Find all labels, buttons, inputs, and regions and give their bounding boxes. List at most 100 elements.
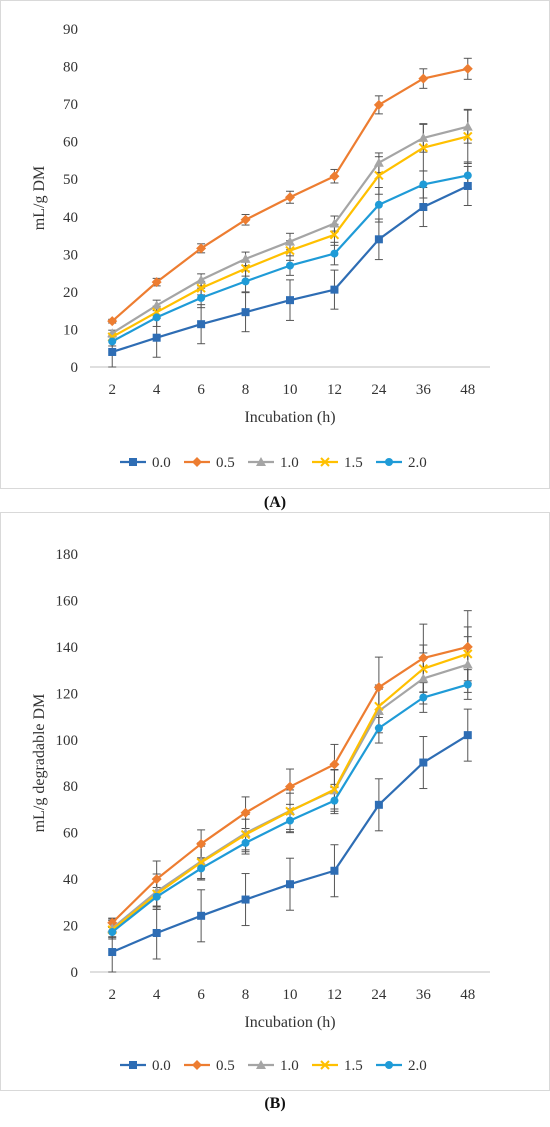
- series-2.0: [108, 680, 472, 937]
- y-tick-label: 40: [63, 210, 78, 226]
- x-tick-label: 4: [153, 382, 161, 398]
- data-point: [418, 664, 429, 674]
- x-tick-label: 8: [242, 987, 250, 1003]
- data-point: [462, 121, 473, 131]
- y-tick-label: 70: [63, 97, 78, 113]
- x-tick-label: 48: [460, 382, 475, 398]
- legend-label: 1.0: [280, 1058, 299, 1074]
- data-point: [286, 816, 294, 825]
- data-point: [285, 245, 295, 256]
- data-point: [240, 253, 251, 263]
- data-point: [463, 731, 472, 740]
- data-point: [286, 296, 294, 305]
- data-point: [418, 132, 429, 142]
- data-point: [419, 203, 428, 212]
- data-point: [108, 948, 117, 957]
- x-tick-label: 8: [242, 382, 250, 398]
- data-point: [107, 316, 118, 327]
- series-0.0: [108, 181, 472, 356]
- x-tick-label: 2: [108, 987, 116, 1003]
- data-point: [330, 796, 339, 805]
- y-tick-label: 0: [71, 965, 79, 981]
- legend-item: 0.0: [120, 1058, 171, 1074]
- data-point: [463, 171, 472, 180]
- panel-a: 0 10 20 30 40 50 60 70 80 90 2 4 6 8 10 12 24 36 48 mL/g DM…: [0, 0, 550, 530]
- x-tick-label: 10: [283, 987, 298, 1003]
- data-point: [419, 758, 428, 767]
- data-point: [108, 347, 117, 356]
- data-point: [374, 800, 383, 809]
- x-tick-label: 10: [283, 382, 298, 398]
- y-tick-label: 0: [71, 360, 79, 376]
- data-point: [462, 641, 473, 652]
- data-point: [196, 857, 206, 868]
- data-point: [241, 308, 250, 317]
- data-point: [196, 283, 206, 293]
- data-point: [462, 659, 473, 669]
- legend-item: 2.0: [376, 1058, 427, 1074]
- y-tick-label: 10: [63, 322, 78, 338]
- legend-label: 2.0: [408, 455, 427, 471]
- x-tick-label: 36: [416, 382, 432, 398]
- legend-marker: [256, 457, 266, 466]
- data-point: [151, 300, 162, 310]
- legend-item: 2.0: [376, 455, 427, 471]
- data-point: [240, 263, 251, 274]
- legend-item: 1.5: [312, 1058, 363, 1074]
- x-axis-title: Incubation (h): [244, 1014, 335, 1031]
- legend-label: 0.5: [216, 1058, 235, 1074]
- x-tick-label: 36: [416, 987, 432, 1003]
- data-point: [152, 892, 161, 901]
- data-point: [108, 337, 117, 346]
- legend-label: 0.0: [152, 455, 171, 471]
- data-point: [463, 131, 473, 142]
- y-tick-label: 20: [63, 919, 78, 935]
- legend-label: 0.5: [216, 455, 235, 471]
- y-tick-label: 40: [63, 872, 78, 888]
- legend-label: 1.5: [344, 455, 363, 471]
- legend: 0.0 0.5 1.0 1.5 2.0: [120, 1058, 427, 1074]
- data-point: [240, 807, 251, 818]
- series-2.0: [108, 171, 472, 346]
- series-line: [111, 734, 469, 954]
- data-point: [286, 880, 294, 889]
- y-tick-label: 50: [63, 172, 78, 188]
- data-point: [196, 838, 207, 849]
- data-point: [330, 866, 339, 875]
- legend-marker: [129, 458, 137, 466]
- data-point: [463, 649, 473, 659]
- data-point: [329, 218, 340, 228]
- series-0.5: [107, 641, 473, 928]
- data-point: [418, 653, 429, 664]
- data-point: [373, 682, 384, 693]
- data-point: [196, 274, 207, 284]
- legend-label: 2.0: [408, 1058, 427, 1074]
- data-point: [197, 293, 206, 302]
- x-tick-label: 48: [460, 987, 475, 1003]
- x-tick-label: 6: [197, 987, 205, 1003]
- x-tick-label: 12: [327, 987, 342, 1003]
- caption-b: (B): [264, 1095, 286, 1112]
- y-axis-title: mL/g DM: [31, 166, 48, 230]
- legend-marker: [320, 457, 330, 467]
- data-point: [330, 285, 339, 294]
- data-point: [197, 320, 206, 329]
- data-point: [329, 784, 340, 795]
- data-point: [197, 911, 206, 920]
- legend-label: 1.5: [344, 1058, 363, 1074]
- legend-item: 1.5: [312, 455, 363, 471]
- legend-item: 0.5: [184, 1058, 235, 1074]
- data-point: [151, 277, 162, 288]
- data-point: [330, 249, 339, 258]
- legend-marker: [192, 457, 202, 467]
- y-tick-label: 20: [63, 285, 78, 301]
- data-point: [418, 73, 429, 84]
- y-tick-label: 180: [56, 547, 79, 563]
- series-0.0: [108, 731, 472, 957]
- data-point: [374, 724, 383, 733]
- data-point: [152, 333, 161, 342]
- legend-item: 0.0: [120, 455, 171, 471]
- legend-marker: [385, 1061, 393, 1069]
